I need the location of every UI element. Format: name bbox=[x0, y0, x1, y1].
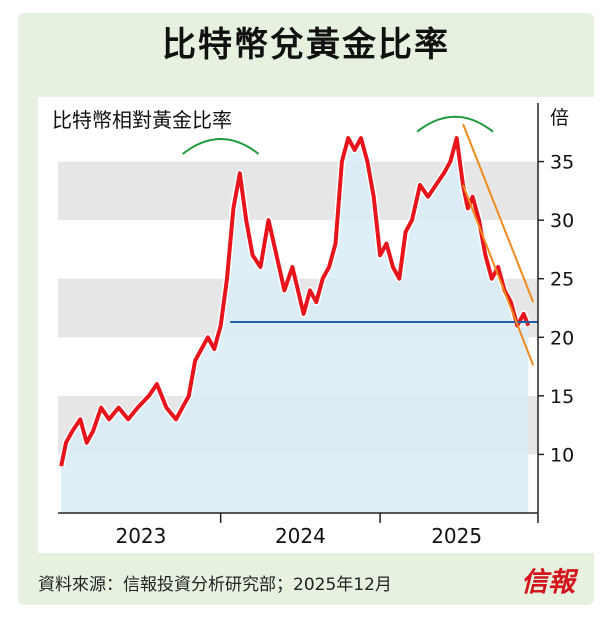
y-tick-label-10: 10 bbox=[550, 444, 574, 466]
x-tick-label-2025: 2025 bbox=[431, 524, 482, 548]
y-unit-label: 倍 bbox=[550, 107, 569, 129]
peak-arc-0 bbox=[182, 138, 260, 155]
trend-line-lower bbox=[462, 184, 535, 366]
chart-card: 比特幣兌黃金比率 10 15 20 25 30 35 倍 2023 2024 2025 比特幣相對… bbox=[18, 13, 602, 605]
y-tick-label-20: 20 bbox=[550, 327, 574, 349]
chart-title: 比特幣兌黃金比率 bbox=[162, 25, 450, 65]
series-line-path bbox=[59, 136, 531, 467]
y-tick-label-25: 25 bbox=[550, 269, 574, 291]
inner-chart-title: 比特幣相對黃金比率 bbox=[52, 108, 232, 132]
annotations bbox=[182, 115, 538, 366]
series-line bbox=[57, 134, 532, 467]
y-tick-label-15: 15 bbox=[550, 386, 574, 408]
source-note: 資料來源：信報投資分析研究部；2025年12月 bbox=[38, 575, 392, 595]
x-tick-label-2023: 2023 bbox=[115, 524, 166, 548]
y-tick-label-30: 30 bbox=[550, 210, 574, 232]
peak-arc-2 bbox=[416, 115, 494, 133]
x-tick-label-2024: 2024 bbox=[275, 524, 326, 548]
trend-line-upper bbox=[462, 123, 535, 303]
y-tick-label-35: 35 bbox=[550, 152, 574, 174]
brand-logo: 信報 bbox=[521, 567, 575, 598]
